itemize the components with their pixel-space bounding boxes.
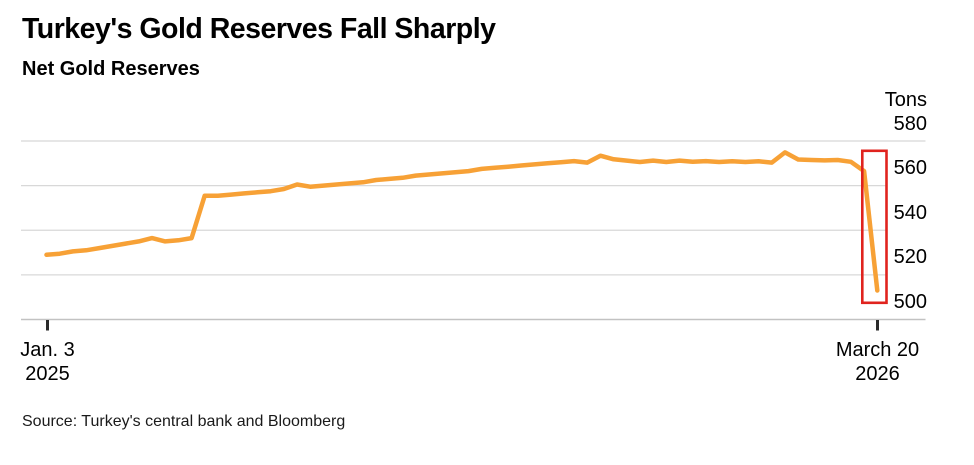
highlight-box — [860, 149, 888, 305]
y-tick-label: 540 — [893, 201, 927, 224]
y-tick-label: 560 — [893, 157, 927, 180]
source-attribution: Source: Turkey's central bank and Bloomb… — [22, 413, 346, 430]
y-axis-unit-label: Tons — [884, 89, 927, 111]
series-line-net-gold-reserves — [44, 150, 880, 293]
x-tick-label: March 20 2026 — [835, 339, 920, 385]
y-tick-label: 580 — [893, 112, 927, 135]
y-tick-label: 500 — [893, 291, 927, 313]
chart-title: Turkey's Gold Reserves Fall Sharply — [22, 13, 496, 45]
y-tick-label: 520 — [893, 246, 927, 269]
chart-subtitle: Net Gold Reserves — [22, 58, 200, 80]
x-tick-label: Jan. 3 2025 — [20, 339, 75, 385]
